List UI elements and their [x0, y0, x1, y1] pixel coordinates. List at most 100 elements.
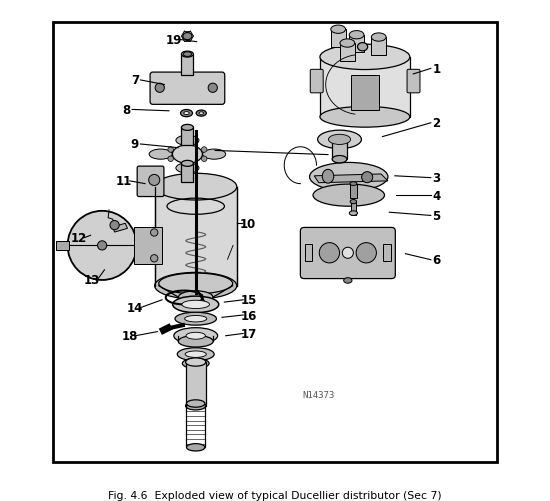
Text: 4: 4: [432, 189, 441, 202]
Bar: [155, 187, 236, 286]
Ellipse shape: [349, 32, 364, 40]
Bar: [350, 184, 356, 199]
Ellipse shape: [174, 328, 218, 344]
Ellipse shape: [176, 136, 199, 146]
Ellipse shape: [349, 211, 358, 216]
Bar: [178, 333, 213, 342]
Text: 12: 12: [71, 231, 87, 244]
Ellipse shape: [332, 156, 347, 163]
Ellipse shape: [328, 135, 350, 145]
Ellipse shape: [313, 185, 384, 207]
Ellipse shape: [318, 131, 361, 149]
Text: 9: 9: [131, 138, 139, 151]
Text: 16: 16: [240, 309, 257, 322]
Bar: [383, 245, 390, 262]
Circle shape: [168, 147, 173, 153]
Bar: [305, 245, 312, 262]
Text: 2: 2: [432, 117, 441, 130]
Ellipse shape: [186, 444, 205, 451]
Ellipse shape: [182, 52, 194, 58]
Ellipse shape: [182, 161, 194, 167]
Circle shape: [148, 175, 159, 186]
Ellipse shape: [350, 182, 357, 186]
Ellipse shape: [176, 163, 199, 174]
Ellipse shape: [371, 34, 386, 42]
FancyBboxPatch shape: [407, 70, 420, 94]
Text: 17: 17: [240, 327, 257, 340]
Text: 5: 5: [432, 209, 441, 222]
FancyBboxPatch shape: [150, 73, 225, 105]
Circle shape: [319, 243, 339, 264]
Bar: [134, 227, 162, 265]
Circle shape: [356, 243, 376, 264]
Ellipse shape: [184, 112, 189, 115]
Bar: [331, 30, 345, 48]
Circle shape: [201, 147, 207, 153]
Circle shape: [97, 241, 107, 250]
Bar: [186, 404, 205, 447]
Ellipse shape: [186, 333, 205, 340]
Ellipse shape: [183, 53, 191, 57]
FancyBboxPatch shape: [300, 228, 395, 279]
Ellipse shape: [183, 34, 192, 41]
Circle shape: [362, 172, 373, 183]
Ellipse shape: [178, 336, 213, 347]
Circle shape: [201, 157, 207, 162]
Ellipse shape: [175, 313, 217, 326]
Circle shape: [155, 84, 164, 93]
Ellipse shape: [310, 163, 388, 191]
Text: 15: 15: [240, 294, 257, 307]
Ellipse shape: [185, 402, 206, 410]
Bar: [182, 128, 194, 146]
Text: 8: 8: [123, 104, 131, 117]
Ellipse shape: [185, 316, 207, 322]
Bar: [56, 241, 69, 250]
Bar: [182, 55, 194, 76]
Ellipse shape: [320, 45, 410, 71]
Ellipse shape: [182, 301, 210, 309]
Text: 13: 13: [84, 274, 100, 287]
Ellipse shape: [180, 110, 192, 117]
Bar: [371, 38, 386, 56]
Ellipse shape: [155, 273, 236, 300]
Ellipse shape: [196, 111, 206, 117]
Text: Fig. 4.6  Exploded view of typical Ducellier distributor (Sec 7): Fig. 4.6 Exploded view of typical Ducell…: [108, 490, 442, 500]
Ellipse shape: [149, 150, 172, 160]
Ellipse shape: [344, 278, 352, 284]
Circle shape: [110, 221, 119, 230]
Text: 7: 7: [131, 74, 139, 87]
Text: 18: 18: [122, 330, 138, 343]
FancyBboxPatch shape: [137, 167, 164, 197]
Ellipse shape: [199, 113, 204, 115]
Circle shape: [342, 248, 353, 259]
FancyBboxPatch shape: [310, 70, 323, 94]
Ellipse shape: [173, 146, 202, 164]
Ellipse shape: [322, 170, 334, 184]
Bar: [332, 139, 347, 160]
Text: 10: 10: [239, 217, 255, 230]
Bar: [351, 76, 379, 111]
Ellipse shape: [186, 400, 205, 407]
Ellipse shape: [331, 26, 345, 34]
Text: 6: 6: [432, 254, 441, 267]
Ellipse shape: [182, 125, 194, 131]
Circle shape: [151, 229, 158, 236]
Bar: [349, 36, 364, 53]
Polygon shape: [314, 175, 388, 183]
Text: 19: 19: [166, 34, 182, 47]
Bar: [350, 202, 356, 215]
Ellipse shape: [320, 107, 410, 128]
Ellipse shape: [155, 174, 236, 200]
Ellipse shape: [159, 274, 233, 294]
Ellipse shape: [340, 40, 355, 48]
Text: 11: 11: [116, 175, 133, 188]
Bar: [340, 44, 355, 62]
Ellipse shape: [350, 200, 356, 204]
Ellipse shape: [183, 359, 209, 369]
Ellipse shape: [358, 44, 367, 52]
Text: 1: 1: [432, 63, 441, 76]
Text: 14: 14: [126, 302, 143, 315]
Polygon shape: [113, 224, 128, 232]
Circle shape: [168, 157, 173, 162]
Text: 3: 3: [432, 172, 441, 185]
